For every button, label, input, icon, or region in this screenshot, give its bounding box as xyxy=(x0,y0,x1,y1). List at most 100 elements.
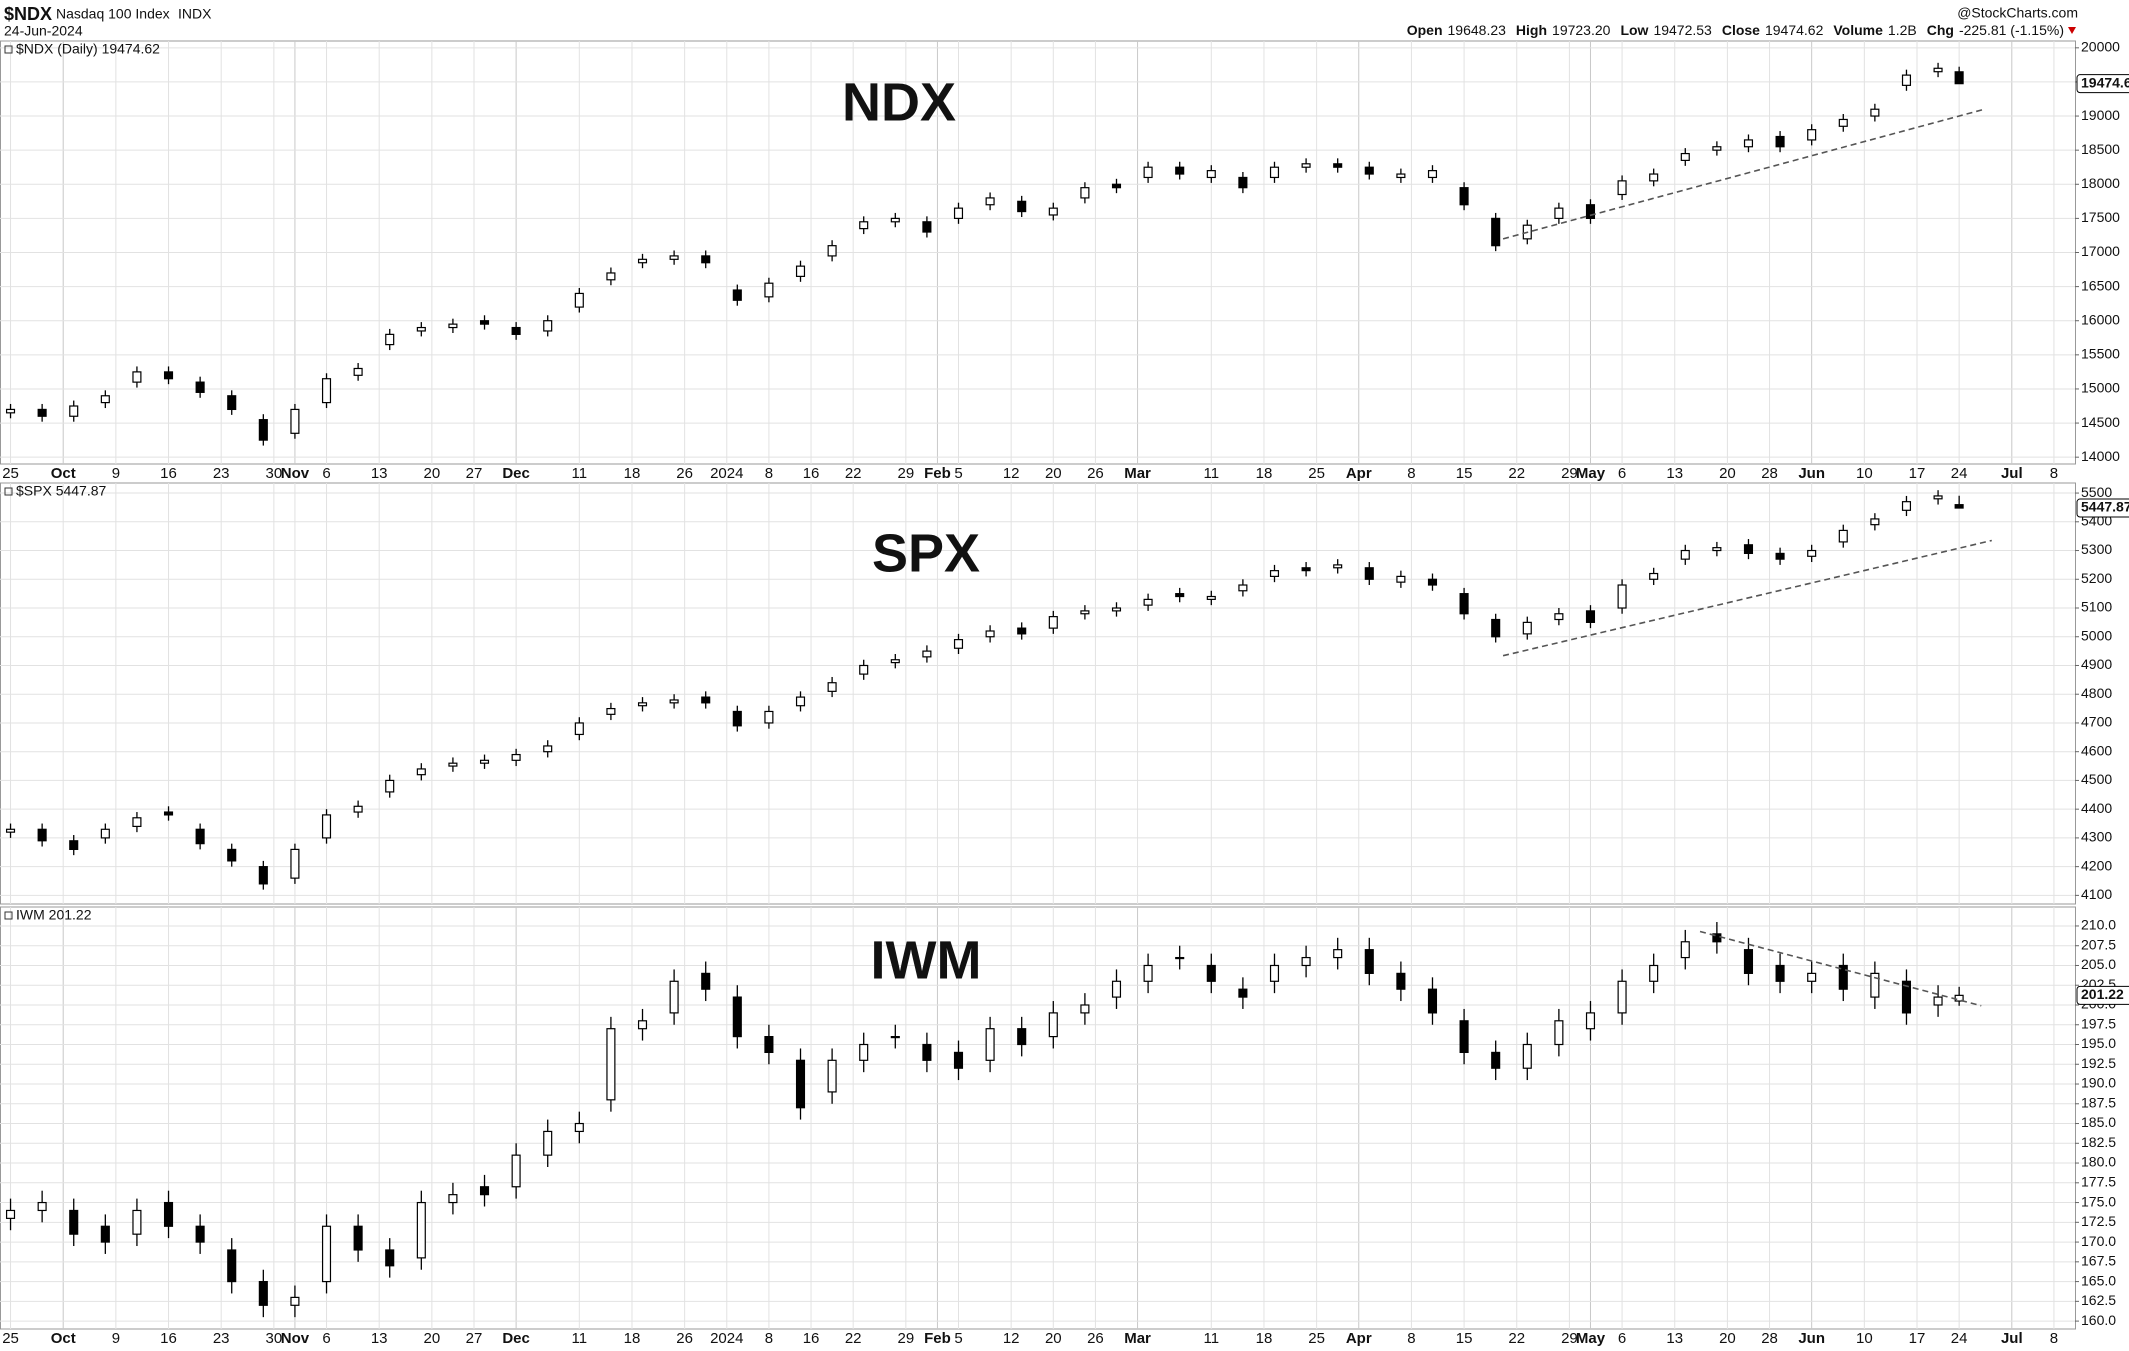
x-tick-label: 26 xyxy=(1087,465,1104,482)
candle-body xyxy=(1743,139,1754,148)
candle-body xyxy=(1206,964,1216,982)
y-tick-label: 207.5 xyxy=(2081,936,2116,952)
x-tick-label: 9 xyxy=(112,465,120,482)
y-tick-label: 20000 xyxy=(2081,39,2120,55)
panel-frame xyxy=(0,482,2076,905)
candle-body xyxy=(543,320,553,332)
candle-body xyxy=(827,245,837,257)
x-tick-label: 30 xyxy=(266,1330,283,1347)
candle-body xyxy=(1712,547,1722,552)
x-tick-label: Jul xyxy=(2001,465,2023,482)
panel-label: SPX xyxy=(872,523,980,583)
x-tick-label: 16 xyxy=(803,465,820,482)
x-tick-label: 17 xyxy=(1909,1330,1926,1347)
candle-body xyxy=(1396,972,1406,990)
candle-body xyxy=(859,664,869,675)
candle-body xyxy=(1396,575,1406,583)
candle-body xyxy=(290,1296,300,1306)
candle-body xyxy=(1617,584,1627,609)
candle-body xyxy=(1080,610,1090,615)
candle-body xyxy=(890,1036,900,1039)
y-tick-label: 165.0 xyxy=(2081,1272,2116,1288)
candle-body xyxy=(1301,163,1311,168)
candle-body xyxy=(69,405,79,417)
candle-body xyxy=(606,272,616,281)
candle-body xyxy=(321,1225,332,1283)
candle-body xyxy=(5,1209,16,1219)
candle-body xyxy=(132,1209,142,1235)
price-tag: 5447.87 xyxy=(2081,499,2129,515)
x-tick-label: Nov xyxy=(281,465,310,482)
y-tick-label: 18500 xyxy=(2081,141,2120,157)
quote-value: 19648.23 xyxy=(1448,22,1507,38)
candle-body xyxy=(795,265,806,277)
x-tick-label: May xyxy=(1576,1330,1606,1347)
candle-body xyxy=(574,292,584,308)
x-tick-label: Jul xyxy=(2001,1330,2023,1347)
y-tick-label: 197.5 xyxy=(2081,1015,2116,1031)
candle-body xyxy=(1775,552,1785,560)
y-tick-label: 172.5 xyxy=(2081,1213,2116,1229)
x-tick-label: Jun xyxy=(1798,465,1825,482)
x-tick-label: 10 xyxy=(1856,1330,1873,1347)
x-tick-label: Feb xyxy=(924,465,951,482)
candle-body xyxy=(37,828,47,842)
candle-body xyxy=(1143,166,1153,179)
source: @StockCharts.com xyxy=(1957,5,2078,21)
candle-body xyxy=(1743,949,1754,974)
x-tick-label: 26 xyxy=(676,1330,693,1347)
y-tick-label: 4100 xyxy=(2081,886,2112,902)
candle-body xyxy=(543,745,553,753)
candle-body xyxy=(511,1154,521,1188)
candle-body xyxy=(701,696,711,704)
x-tick-label: 5 xyxy=(954,1330,962,1347)
x-tick-label: 12 xyxy=(1003,465,1020,482)
y-tick-label: 4500 xyxy=(2081,771,2112,787)
x-tick-label: 9 xyxy=(112,1330,120,1347)
candle-body xyxy=(1206,170,1216,179)
candle-body xyxy=(1901,980,1912,1014)
candle-body xyxy=(1080,187,1090,199)
quote-value: -225.81 (-1.15%) xyxy=(1959,22,2064,38)
candle-body xyxy=(669,980,679,1014)
candle-body xyxy=(385,1249,395,1267)
y-tick-label: 14500 xyxy=(2081,414,2120,430)
candle-body xyxy=(195,381,205,393)
candle-body xyxy=(890,217,900,223)
x-tick-label: 26 xyxy=(1087,1330,1104,1347)
candle-body xyxy=(416,326,426,332)
x-tick-label: 16 xyxy=(160,465,177,482)
candle-body xyxy=(1933,495,1943,500)
candle-body xyxy=(1649,964,1659,982)
y-tick-label: 185.0 xyxy=(2081,1114,2116,1130)
candle-body xyxy=(827,682,837,692)
candle-body xyxy=(69,1209,79,1235)
trendline xyxy=(1502,539,1992,657)
candle-body xyxy=(1017,1028,1027,1046)
price-tag-box xyxy=(2076,985,2129,1005)
x-tick-label: 18 xyxy=(1256,465,1273,482)
quote-label: Close xyxy=(1722,22,1760,38)
x-tick-label: May xyxy=(1576,465,1606,482)
candle-body xyxy=(701,255,711,264)
candle-body xyxy=(637,702,648,707)
x-tick-label: 15 xyxy=(1456,1330,1473,1347)
candle-body xyxy=(795,1059,806,1109)
quote-label: Low xyxy=(1620,22,1648,38)
x-tick-label: 17 xyxy=(1909,465,1926,482)
x-tick-label: 29 xyxy=(1561,1330,1578,1347)
candle-body xyxy=(1111,607,1122,612)
candle-body xyxy=(890,659,900,664)
candle-body xyxy=(1838,118,1848,127)
candle-body xyxy=(637,258,648,264)
x-tick-label: 16 xyxy=(803,1330,820,1347)
candle-body xyxy=(1901,74,1912,86)
change-arrow xyxy=(2068,27,2076,34)
panel-icon xyxy=(4,45,13,54)
x-tick-label: 10 xyxy=(1856,465,1873,482)
candle-body xyxy=(1554,1020,1564,1046)
y-tick-label: 14000 xyxy=(2081,448,2120,464)
x-tick-label: 8 xyxy=(2050,1330,2058,1347)
exchange: INDX xyxy=(178,6,212,22)
candle-body xyxy=(1080,1004,1090,1014)
